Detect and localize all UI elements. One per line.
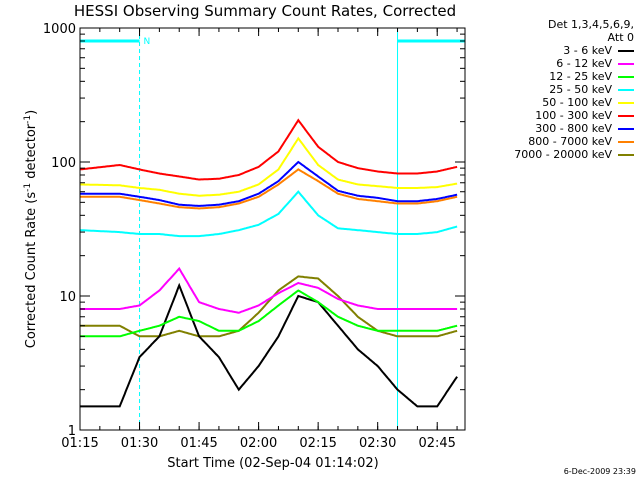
legend-item: 800 - 7000 keV <box>528 135 634 148</box>
legend-header-attenuator: Att 0 <box>607 31 634 44</box>
legend-label: 7000 - 20000 keV <box>514 148 612 161</box>
series-layer <box>79 118 458 408</box>
legend-label: 6 - 12 keV <box>556 57 612 70</box>
legend-label: 300 - 800 keV <box>535 122 612 135</box>
x-tick-label-4: 02:15 <box>299 436 336 451</box>
legend-item: 100 - 300 keV <box>535 109 634 122</box>
y-axis-label-mid: detector <box>24 123 39 183</box>
y-axis-label-main: Corrected Count Rate (s <box>24 192 39 349</box>
series-line-0 <box>80 282 458 408</box>
legend-item: 3 - 6 keV <box>563 44 634 57</box>
legend-swatch <box>618 128 634 130</box>
x-tick-label-5: 02:30 <box>359 436 396 451</box>
y-axis-label-sup2: -1 <box>23 115 33 124</box>
legend-label: 12 - 25 keV <box>549 70 612 83</box>
legend-swatch <box>618 154 634 156</box>
legend-swatch <box>618 63 634 65</box>
plot-frame <box>79 27 466 431</box>
legend-label: 25 - 50 keV <box>549 83 612 96</box>
x-tick-label-6: 02:45 <box>418 436 455 451</box>
x-tick-label-1: 01:30 <box>121 436 158 451</box>
legend-swatch <box>618 141 634 143</box>
series-line-1 <box>80 266 458 314</box>
y-axis-label-sup1: -1 <box>23 183 33 192</box>
legend-header-detectors: Det 1,3,4,5,6,9, <box>547 18 634 31</box>
x-tick-label-0: 01:15 <box>61 436 98 451</box>
y-tick-label-2: 100 <box>51 156 76 171</box>
y-tick-label-1: 10 <box>59 290 76 305</box>
x-tick-label-2: 01:45 <box>180 436 217 451</box>
series-line-7 <box>80 168 458 210</box>
x-tick-label-3: 02:00 <box>240 436 277 451</box>
series-line-4 <box>79 136 458 197</box>
series-line-2 <box>80 289 458 338</box>
legend-item: 12 - 25 keV <box>549 70 634 83</box>
night-intervals: N <box>79 28 466 430</box>
series-line-5 <box>79 118 458 181</box>
legend-item: 50 - 100 keV <box>542 96 634 109</box>
legend-swatch <box>618 89 634 91</box>
x-axis-label: Start Time (02-Sep-04 01:14:02) <box>167 456 378 471</box>
legend-item: 6 - 12 keV <box>556 57 634 70</box>
legend-swatch <box>618 76 634 78</box>
legend-swatch <box>618 115 634 117</box>
legend-label: 800 - 7000 keV <box>528 135 612 148</box>
y-axis-label-end: ) <box>24 110 39 115</box>
legend-item: 25 - 50 keV <box>549 83 634 96</box>
date-stamp: 6-Dec-2009 23:39 <box>564 467 636 476</box>
night-marker: N <box>144 37 151 47</box>
y-tick-label-3: 1000 <box>43 22 76 37</box>
axis-ticks: 01:15 01:30 01:45 02:00 02:15 02:30 02:45 1 10 10… <box>43 22 465 451</box>
legend-item: 300 - 800 keV <box>535 122 634 135</box>
y-axis-label: Corrected Count Rate (s-1 detector-1) <box>23 110 39 348</box>
series-line-3 <box>80 190 458 238</box>
legend-item: 7000 - 20000 keV <box>514 148 634 161</box>
y-tick-label-0: 1 <box>68 424 76 439</box>
series-line-8 <box>80 275 458 338</box>
legend-label: 100 - 300 keV <box>535 109 612 122</box>
legend-swatch <box>618 102 634 104</box>
legend-label: 3 - 6 keV <box>563 44 612 57</box>
legend-swatch <box>618 50 634 52</box>
chart-title: HESSI Observing Summary Count Rates, Cor… <box>74 2 456 20</box>
legend-label: 50 - 100 keV <box>542 96 612 109</box>
series-line-6 <box>80 160 458 207</box>
